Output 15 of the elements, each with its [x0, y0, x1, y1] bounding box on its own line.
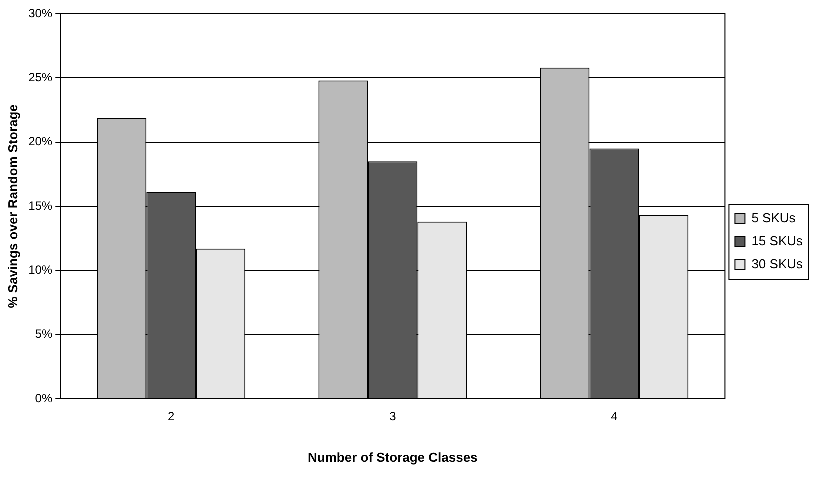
- x-tick-label: 2: [168, 410, 176, 424]
- x-tick-label: 3: [390, 410, 397, 424]
- y-tick-label: 20%: [28, 134, 53, 149]
- y-tick-label: 0%: [35, 391, 53, 406]
- legend-label: 15 SKUs: [752, 234, 804, 249]
- y-tick-label: 10%: [28, 262, 53, 277]
- y-axis-title: % Savings over Random Storage: [5, 104, 20, 308]
- y-tick-label: 25%: [28, 70, 53, 84]
- legend-label: 5 SKUs: [752, 210, 796, 226]
- x-axis-title: Number of Storage Classes: [308, 450, 478, 465]
- y-tick-label: 5%: [35, 327, 53, 342]
- y-tick-label: 15%: [28, 198, 53, 213]
- legend-label: 30 SKUs: [752, 256, 804, 272]
- x-tick-label: 4: [611, 410, 618, 424]
- y-tick-label: 30%: [28, 6, 53, 20]
